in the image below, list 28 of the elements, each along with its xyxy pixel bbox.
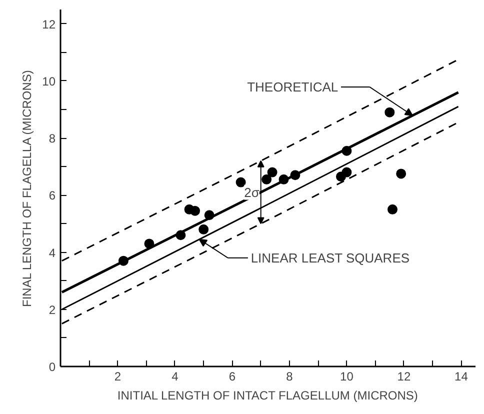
point xyxy=(384,107,395,118)
x-tick-label: 12 xyxy=(397,370,411,384)
point xyxy=(198,224,209,234)
annotation: 2σ xyxy=(244,184,260,200)
point xyxy=(396,168,406,179)
annotation: LINEAR LEAST SQUARES xyxy=(250,250,410,266)
x-tick-label: 4 xyxy=(172,370,179,384)
y-axis-title: FINAL LENGTH OF FLAGELLA (MICRONS) xyxy=(20,70,34,308)
x-tick-label: 2 xyxy=(114,370,122,384)
x-tick-label: 10 xyxy=(340,370,354,384)
y-tick-label: 4 xyxy=(48,246,56,260)
y-tick-label: 6 xyxy=(48,188,56,203)
point xyxy=(190,206,200,216)
y-tick-label: 12 xyxy=(42,17,56,32)
y-tick-label: 2 xyxy=(48,302,56,317)
x-tick-label: 14 xyxy=(454,370,468,384)
annotation: THEORETICAL xyxy=(247,79,338,94)
y-tick-label: 10 xyxy=(42,74,56,88)
x-tick-label: 8 xyxy=(286,370,294,384)
point xyxy=(262,174,272,184)
y-tick-label: 8 xyxy=(48,132,56,146)
y-tick-label: 0 xyxy=(48,360,56,374)
point xyxy=(236,177,246,188)
x-axis-title: INITIAL LENGTH OF INTACT FLAGELLUM (MICRONS) xyxy=(117,388,418,402)
point xyxy=(342,167,352,178)
point xyxy=(388,204,398,214)
x-tick-label: 6 xyxy=(228,370,236,384)
point xyxy=(267,167,278,178)
